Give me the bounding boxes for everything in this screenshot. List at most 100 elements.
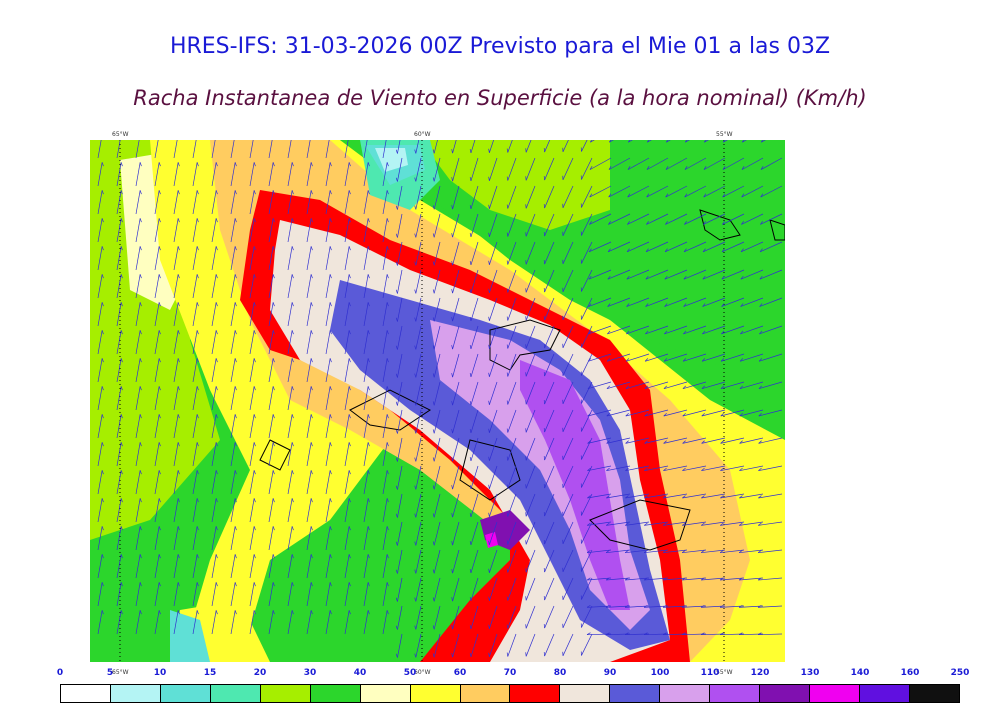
wind-arrow (452, 633, 460, 658)
wind-arrow-head (395, 597, 398, 602)
wind-arrow-head (291, 330, 294, 335)
wind-arrow-head (367, 554, 370, 559)
wind-arrow-head (683, 330, 687, 335)
wind-arrow (562, 549, 574, 572)
wind-arrow-head (291, 386, 294, 391)
wind-arrow (685, 140, 690, 143)
wind-arrow (211, 162, 217, 187)
wind-arrow-head (682, 413, 686, 417)
wind-arrow (116, 470, 122, 495)
wind-arrow-head (739, 440, 743, 444)
wind-arrow (587, 549, 612, 554)
wind-arrow-head (120, 330, 123, 335)
wind-arrow (230, 554, 236, 579)
wind-arrow-head (272, 246, 275, 251)
wind-arrow (306, 470, 312, 495)
wind-arrow-head (234, 610, 237, 615)
wind-arrow (268, 582, 274, 607)
wind-arrow-head (158, 498, 161, 503)
wind-arrow (97, 358, 103, 383)
legend-tick-label: 130 (800, 668, 820, 678)
wind-arrow-head (158, 246, 161, 251)
wind-arrow-head (329, 582, 332, 587)
wind-arrow-head (625, 467, 629, 471)
wind-arrow (325, 498, 331, 523)
wind-arrow-head (215, 190, 218, 195)
wind-arrow-head (291, 610, 294, 615)
wind-arrow-head (432, 261, 435, 266)
wind-arrow (627, 157, 650, 170)
wind-arrow (644, 493, 669, 499)
wind-arrow (507, 241, 517, 265)
wind-arrow (739, 521, 764, 526)
wind-arrow (722, 213, 745, 225)
wind-arrow-head (253, 246, 256, 251)
wind-arrow (382, 274, 388, 299)
wind-arrow-head (588, 330, 592, 335)
wind-arrow-head (215, 386, 218, 391)
wind-arrow (433, 493, 441, 518)
wind-arrow-head (196, 442, 199, 447)
wind-arrow-head (586, 604, 591, 608)
wind-arrow (306, 302, 312, 327)
wind-arrow (646, 185, 669, 198)
wind-arrow-head (587, 440, 591, 444)
wind-arrow-head (101, 358, 104, 363)
wind-arrow-head (395, 149, 398, 154)
wind-arrow (382, 554, 388, 579)
wind-arrow (173, 470, 179, 495)
wind-arrow (702, 325, 726, 335)
wind-arrow (682, 409, 707, 417)
wind-arrow (452, 577, 460, 602)
wind-arrow (287, 442, 293, 467)
wind-arrow-head (586, 577, 591, 581)
wind-arrow-head (663, 440, 667, 444)
wind-arrow-head (215, 162, 218, 167)
wind-arrow-head (120, 498, 123, 503)
wind-arrow-head (683, 248, 687, 253)
wind-arrow-head (740, 275, 744, 280)
wind-arrow-head (196, 554, 199, 559)
wind-arrow-head (177, 414, 180, 419)
wind-arrow-head (432, 205, 435, 210)
wind-arrow (507, 577, 517, 601)
wind-arrow (173, 190, 179, 215)
wind-arrow (173, 246, 179, 271)
wind-arrow-head (506, 176, 509, 181)
wind-arrow (344, 498, 350, 523)
wind-arrow (489, 549, 498, 573)
wind-arrow (626, 241, 650, 253)
wind-arrow (249, 386, 255, 411)
wind-arrow (721, 325, 745, 335)
wind-arrow (562, 140, 569, 152)
map-subtitle: Racha Instantanea de Viento en Superfici… (133, 86, 867, 110)
wind-arrow (344, 582, 350, 607)
wind-arrow-head (605, 550, 610, 553)
wind-arrow-head (101, 526, 104, 531)
wind-arrow-head (158, 218, 161, 223)
wind-arrow-head (158, 582, 161, 587)
wind-arrow-head (234, 442, 237, 447)
wind-arrow (415, 325, 422, 350)
wind-arrow-head (177, 190, 180, 195)
wind-arrow-head (702, 248, 706, 253)
wind-arrow-head (329, 554, 332, 559)
wind-arrow-head (158, 274, 161, 279)
wind-arrow (287, 526, 293, 551)
wind-arrow-head (701, 413, 705, 417)
wind-arrow-head (684, 193, 688, 198)
wind-arrow-head (234, 582, 237, 587)
wind-arrow (135, 526, 141, 551)
wind-arrow (433, 409, 441, 434)
wind-arrow (759, 269, 783, 280)
wind-arrow (588, 325, 612, 335)
wind-arrow (173, 162, 179, 187)
wind-arrow-head (120, 218, 123, 223)
wind-arrow-head (158, 162, 161, 167)
wind-arrow-head (120, 190, 123, 195)
wind-arrow-head (139, 554, 142, 559)
wind-arrow (644, 437, 669, 444)
wind-arrow-head (586, 632, 591, 635)
wind-arrow-head (177, 470, 180, 475)
wind-arrow-head (488, 400, 490, 405)
